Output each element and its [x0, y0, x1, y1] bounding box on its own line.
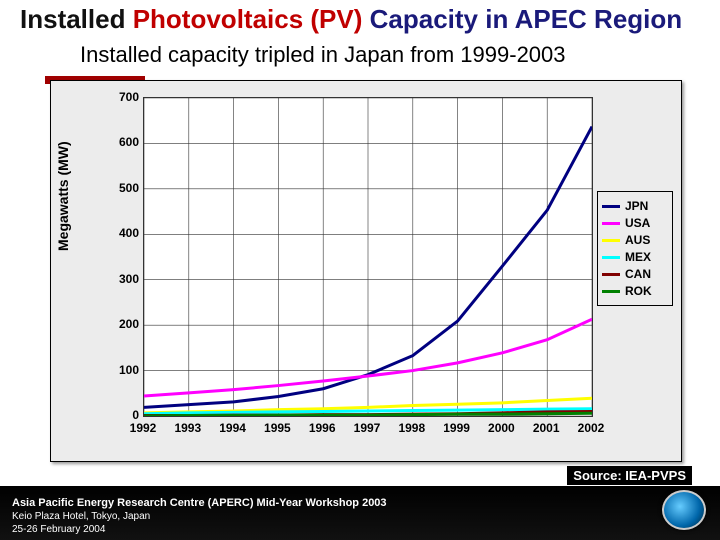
- legend-label: MEX: [625, 250, 651, 264]
- legend-swatch: [602, 273, 620, 276]
- footer-line3: 25-26 February 2004: [12, 524, 387, 537]
- y-tick-label: 600: [103, 135, 139, 149]
- y-tick-label: 700: [103, 90, 139, 104]
- legend-label: CAN: [625, 267, 651, 281]
- slide-subtitle: Installed capacity tripled in Japan from…: [80, 42, 566, 68]
- x-tick-label: 1997: [347, 421, 387, 435]
- y-tick-label: 300: [103, 272, 139, 286]
- apec-logo-icon: [662, 490, 706, 530]
- x-tick-label: 1993: [168, 421, 208, 435]
- legend-item: USA: [602, 216, 668, 230]
- legend-item: JPN: [602, 199, 668, 213]
- legend-item: ROK: [602, 284, 668, 298]
- legend-swatch: [602, 290, 620, 293]
- chart-container: Megawatts (MW) 0 100 200 300 400 500 600 700 19…: [50, 80, 682, 462]
- x-tick-label: 1995: [257, 421, 297, 435]
- legend-item: CAN: [602, 267, 668, 281]
- legend-label: JPN: [625, 199, 648, 213]
- legend-label: AUS: [625, 233, 650, 247]
- slide-title: Installed Photovoltaics (PV) Capacity in…: [20, 4, 700, 35]
- chart-svg: [144, 98, 592, 416]
- x-tick-label: 1996: [302, 421, 342, 435]
- y-tick-label: 200: [103, 317, 139, 331]
- y-tick-label: 0: [103, 408, 139, 422]
- y-axis-label: Megawatts (MW): [55, 141, 71, 251]
- x-tick-label: 1994: [213, 421, 253, 435]
- legend-swatch: [602, 239, 620, 242]
- x-tick-label: 2000: [481, 421, 521, 435]
- footer-line1: Asia Pacific Energy Research Centre (APE…: [12, 497, 387, 511]
- x-tick-label: 1999: [437, 421, 477, 435]
- footer-line2: Keio Plaza Hotel, Tokyo, Japan: [12, 511, 387, 524]
- x-tick-label: 2002: [571, 421, 611, 435]
- x-tick-label: 2001: [526, 421, 566, 435]
- title-pv: Photovoltaics (PV): [133, 4, 363, 34]
- legend: JPN USA AUS MEX CAN ROK: [597, 191, 673, 306]
- x-tick-label: 1992: [123, 421, 163, 435]
- legend-swatch: [602, 222, 620, 225]
- y-tick-label: 500: [103, 181, 139, 195]
- legend-item: MEX: [602, 250, 668, 264]
- slide: Installed Photovoltaics (PV) Capacity in…: [0, 0, 720, 540]
- legend-label: USA: [625, 216, 650, 230]
- title-prefix: Installed: [20, 4, 133, 34]
- y-tick-label: 100: [103, 363, 139, 377]
- y-tick-label: 400: [103, 226, 139, 240]
- plot-area: [143, 97, 593, 417]
- footer: Asia Pacific Energy Research Centre (APE…: [0, 486, 720, 540]
- legend-label: ROK: [625, 284, 652, 298]
- footer-text: Asia Pacific Energy Research Centre (APE…: [12, 497, 387, 536]
- legend-swatch: [602, 205, 620, 208]
- source-text: Source: IEA-PVPS: [567, 466, 692, 485]
- legend-swatch: [602, 256, 620, 259]
- title-suffix: Capacity in APEC Region: [362, 4, 682, 34]
- x-tick-label: 1998: [392, 421, 432, 435]
- legend-item: AUS: [602, 233, 668, 247]
